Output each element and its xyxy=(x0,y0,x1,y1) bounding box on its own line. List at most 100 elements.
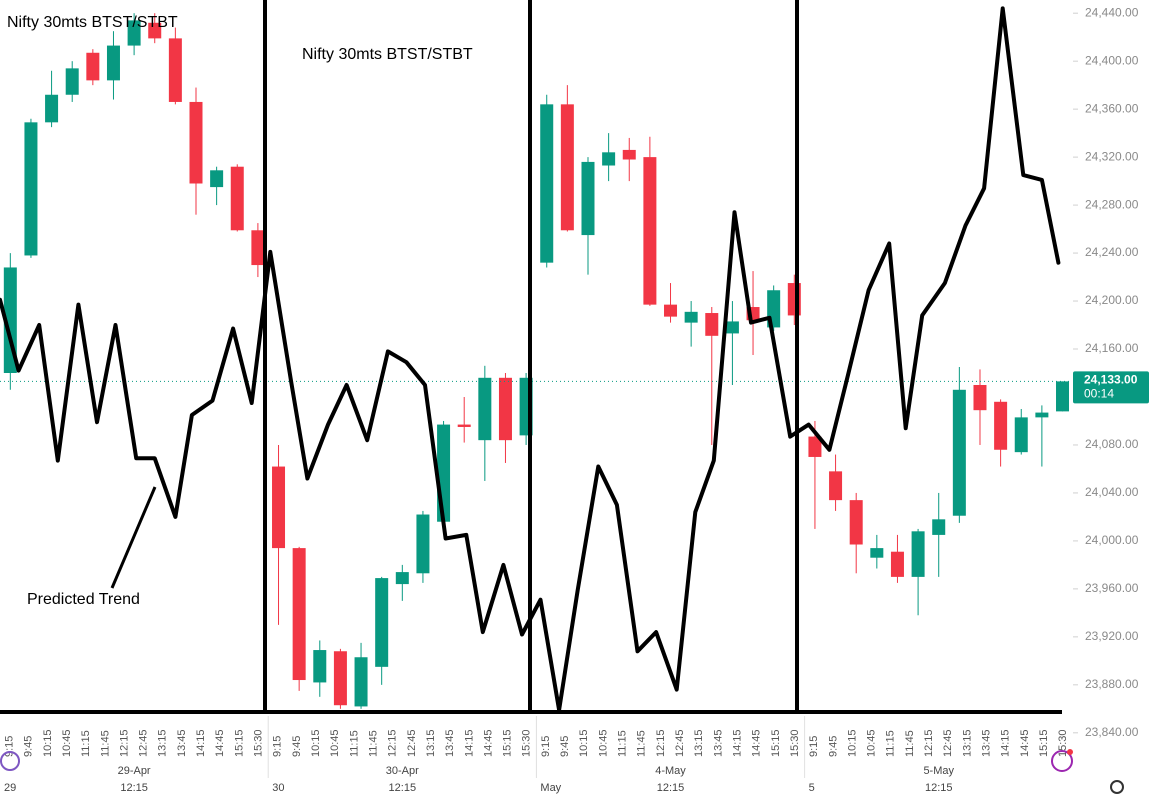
y-tick-label: 24,160.00 xyxy=(1085,341,1139,355)
y-tick-label: 23,960.00 xyxy=(1085,581,1139,595)
x-tick-label: 9:45 xyxy=(827,736,839,757)
x-tick-label: 10:15 xyxy=(42,729,54,757)
x-tick-label: 9:15 xyxy=(540,736,552,757)
candle-body xyxy=(313,650,327,683)
y-tick-label: 24,320.00 xyxy=(1085,149,1139,163)
plot-area xyxy=(0,13,1072,709)
candle-body xyxy=(498,377,512,441)
hand-drawn-lines xyxy=(0,0,1062,714)
candle-body xyxy=(437,424,451,522)
bottom-time-label: 5 xyxy=(809,782,815,794)
candle-body xyxy=(272,466,286,549)
time-axis: 9:15 9:45 10:15 10:45 11:15 11:45 12:15 12:45 13… xyxy=(3,716,1069,794)
x-tick-label: 15:30 xyxy=(1057,729,1069,757)
candle-body xyxy=(230,166,244,231)
x-tick-label: 14:15 xyxy=(731,729,743,757)
bottom-time-label: 12:15 xyxy=(657,782,685,794)
x-tick-label: 11:45 xyxy=(636,730,648,757)
candle-body xyxy=(705,313,719,336)
x-tick-label: 14:45 xyxy=(482,729,494,757)
x-tick-label: 14:15 xyxy=(463,729,475,757)
candle-body xyxy=(127,20,141,46)
x-tick-label: 12:15 xyxy=(118,729,130,757)
x-tick-label: 11:15 xyxy=(617,730,629,757)
candle-body xyxy=(106,45,120,81)
candle-body xyxy=(1014,417,1028,453)
candle-body xyxy=(890,551,904,577)
y-tick-label: 23,840.00 xyxy=(1085,725,1139,739)
x-tick-label: 10:45 xyxy=(866,729,878,757)
y-tick-label: 24,240.00 xyxy=(1085,245,1139,259)
day-label: 29-Apr xyxy=(118,765,151,777)
x-tick-label: 15:30 xyxy=(253,729,265,757)
chart-title: Nifty 30mts BTST/STBT xyxy=(7,14,178,31)
y-tick-label: 24,280.00 xyxy=(1085,197,1139,211)
candle-body xyxy=(664,304,678,317)
x-tick-label: 10:15 xyxy=(310,729,322,757)
x-tick-label: 10:45 xyxy=(61,729,73,757)
bottom-time-label: 12:15 xyxy=(389,782,417,794)
candle-body xyxy=(168,38,182,102)
icon[interactable] xyxy=(1051,750,1073,772)
x-tick-label: 12:45 xyxy=(674,729,686,757)
x-tick-label: 12:45 xyxy=(942,729,954,757)
candle-body xyxy=(354,657,368,707)
candle-body xyxy=(210,170,224,188)
last-price-label: 24,133.00 xyxy=(1084,373,1138,387)
x-tick-label: 13:15 xyxy=(157,729,169,757)
x-tick-label: 9:45 xyxy=(23,736,35,757)
candle-body xyxy=(395,572,409,585)
icon[interactable] xyxy=(0,751,20,771)
candle-body xyxy=(643,157,657,305)
candle-body xyxy=(829,471,843,501)
x-tick-label: 15:15 xyxy=(233,729,245,757)
y-tick-label: 23,880.00 xyxy=(1085,677,1139,691)
last-price-box xyxy=(1073,371,1149,404)
x-tick-label: 15:15 xyxy=(1038,729,1050,757)
x-tick-label: 15:30 xyxy=(521,729,533,757)
settings-icon[interactable] xyxy=(1110,780,1124,794)
candle-body xyxy=(684,311,698,323)
candle-body xyxy=(333,651,347,706)
x-tick-label: 11:15 xyxy=(348,730,360,757)
x-tick-label: 11:45 xyxy=(367,730,379,757)
candle-body xyxy=(911,531,925,577)
candle-body xyxy=(849,500,863,545)
candle-body xyxy=(622,149,636,160)
x-tick-label: 12:15 xyxy=(387,729,399,757)
countdown-label: 00:14 xyxy=(1084,387,1114,401)
candle-body xyxy=(148,22,162,39)
bottom-time-label: 29 xyxy=(4,782,16,794)
candle-body xyxy=(1035,412,1049,418)
candle-body xyxy=(65,68,79,95)
candle-body xyxy=(952,389,966,516)
candle-body xyxy=(24,122,38,256)
x-tick-label: 13:45 xyxy=(176,729,188,757)
x-tick-label: 11:15 xyxy=(80,730,92,757)
x-tick-label: 14:15 xyxy=(1000,729,1012,757)
pointer-stroke xyxy=(110,486,157,589)
x-tick-label: 13:15 xyxy=(961,729,973,757)
candle-body xyxy=(973,384,987,411)
candle-body xyxy=(1056,381,1070,412)
x-tick-label: 15:30 xyxy=(789,729,801,757)
candle-body xyxy=(45,94,59,123)
x-tick-label: 12:45 xyxy=(406,729,418,757)
x-tick-label: 9:45 xyxy=(559,736,571,757)
x-tick-label: 9:45 xyxy=(291,736,303,757)
candle-body xyxy=(808,436,822,457)
candle-body xyxy=(994,401,1008,450)
candle-body xyxy=(375,578,389,667)
candle-body xyxy=(581,161,595,236)
candle-body xyxy=(602,152,616,166)
bottom-time-label: 30 xyxy=(272,782,284,794)
annotation: Nifty 30mts BTST/STBT xyxy=(302,46,473,63)
candle-body xyxy=(932,519,946,535)
candle-body xyxy=(560,104,574,231)
y-tick-label: 24,400.00 xyxy=(1085,53,1139,67)
x-tick-label: 14:15 xyxy=(195,729,207,757)
x-tick-label: 14:45 xyxy=(214,729,226,757)
day-label: 5-May xyxy=(923,765,954,777)
